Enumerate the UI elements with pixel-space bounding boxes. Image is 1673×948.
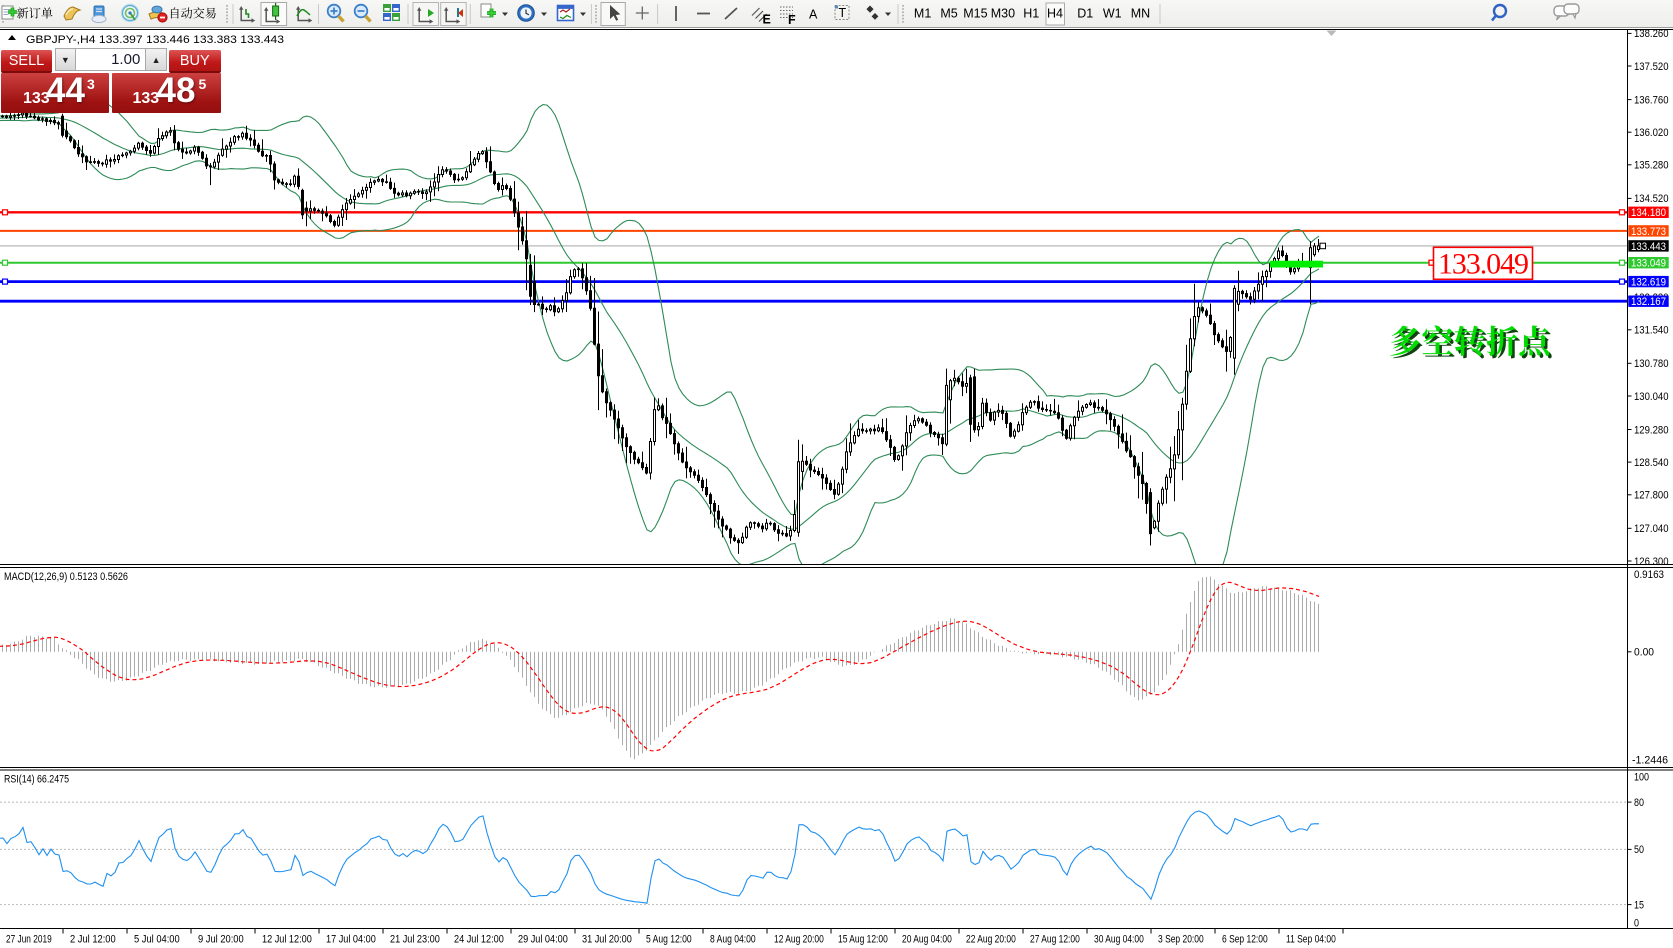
svg-text:21 Jul 23:00: 21 Jul 23:00 [390, 934, 440, 946]
svg-text:6 Sep 12:00: 6 Sep 12:00 [1222, 934, 1268, 946]
svg-text:9 Jul 20:00: 9 Jul 20:00 [198, 934, 244, 946]
svg-text:136.020: 136.020 [1634, 127, 1669, 139]
svg-text:W1: W1 [1103, 7, 1122, 21]
svg-text:133.773: 133.773 [1631, 226, 1666, 238]
svg-text:20 Aug 04:00: 20 Aug 04:00 [902, 934, 952, 946]
svg-text:12 Aug 20:00: 12 Aug 20:00 [774, 934, 824, 946]
svg-text:137.520: 137.520 [1634, 61, 1669, 73]
svg-text:130.040: 130.040 [1634, 391, 1669, 403]
svg-text:MACD(12,26,9) 0.5123 0.5626: MACD(12,26,9) 0.5123 0.5626 [4, 571, 128, 583]
svg-text:24 Jul 12:00: 24 Jul 12:00 [454, 934, 504, 946]
svg-text:15 Aug 12:00: 15 Aug 12:00 [838, 934, 888, 946]
svg-text:31 Jul 20:00: 31 Jul 20:00 [582, 934, 632, 946]
svg-text:H1: H1 [1023, 7, 1039, 21]
svg-text:22 Aug 20:00: 22 Aug 20:00 [966, 934, 1016, 946]
svg-text:136.760: 136.760 [1634, 94, 1669, 106]
svg-text:RSI(14) 66.2475: RSI(14) 66.2475 [4, 774, 69, 786]
svg-text:132.619: 132.619 [1631, 277, 1666, 289]
svg-text:M15: M15 [963, 7, 987, 21]
svg-text:127.040: 127.040 [1634, 523, 1669, 535]
svg-text:17 Jul 04:00: 17 Jul 04:00 [326, 934, 376, 946]
svg-text:29 Jul 04:00: 29 Jul 04:00 [518, 934, 568, 946]
svg-text:D1: D1 [1077, 7, 1093, 21]
svg-text:M5: M5 [940, 7, 957, 21]
svg-text:15: 15 [1634, 899, 1644, 911]
svg-text:0.9163: 0.9163 [1634, 569, 1664, 581]
svg-text:F: F [788, 13, 796, 27]
svg-text:100: 100 [1634, 772, 1649, 784]
svg-text:T: T [839, 6, 847, 20]
svg-text:138.260: 138.260 [1634, 28, 1669, 40]
svg-text:27 Aug 12:00: 27 Aug 12:00 [1030, 934, 1080, 946]
svg-text:E: E [763, 13, 771, 27]
svg-text:133.049: 133.049 [1631, 258, 1666, 270]
svg-text:134.180: 134.180 [1631, 207, 1666, 219]
svg-text:3 Sep 20:00: 3 Sep 20:00 [1158, 934, 1204, 946]
svg-text:GBPJPY-,H4 133.397 133.446 13: GBPJPY-,H4 133.397 133.446 133.383 133.4… [26, 34, 284, 46]
svg-text:12 Jul 12:00: 12 Jul 12:00 [262, 934, 312, 946]
svg-text:30 Aug 04:00: 30 Aug 04:00 [1094, 934, 1144, 946]
svg-text:131.540: 131.540 [1634, 325, 1669, 337]
svg-text:134.520: 134.520 [1634, 193, 1669, 205]
svg-text:126.300: 126.300 [1634, 556, 1669, 568]
svg-text:0: 0 [1634, 918, 1639, 930]
svg-text:MN: MN [1131, 7, 1150, 21]
svg-text:2 Jul 12:00: 2 Jul 12:00 [70, 934, 116, 946]
svg-text:11 Sep 04:00: 11 Sep 04:00 [1286, 934, 1336, 946]
svg-text:132.167: 132.167 [1631, 296, 1666, 308]
svg-text:5 Aug 12:00: 5 Aug 12:00 [646, 934, 692, 946]
svg-text:130.780: 130.780 [1634, 358, 1669, 370]
svg-text:A: A [809, 8, 818, 22]
svg-text:127.800: 127.800 [1634, 490, 1669, 502]
svg-text:M30: M30 [991, 7, 1015, 21]
svg-text:8 Aug 04:00: 8 Aug 04:00 [710, 934, 756, 946]
svg-text:5 Jul 04:00: 5 Jul 04:00 [134, 934, 180, 946]
svg-text:27 Jun 2019: 27 Jun 2019 [6, 934, 52, 946]
svg-text:-1.2446: -1.2446 [1632, 755, 1668, 767]
svg-text:133.443: 133.443 [1631, 241, 1666, 253]
svg-text:M1: M1 [914, 7, 931, 21]
svg-text:80: 80 [1634, 797, 1644, 809]
svg-text:135.280: 135.280 [1634, 160, 1669, 172]
svg-text:129.280: 129.280 [1634, 424, 1669, 436]
svg-text:50: 50 [1634, 844, 1644, 856]
svg-text:133.049: 133.049 [1438, 248, 1529, 281]
svg-text:H4: H4 [1047, 7, 1063, 21]
svg-text:0.00: 0.00 [1634, 647, 1654, 659]
svg-text:128.540: 128.540 [1634, 457, 1669, 469]
